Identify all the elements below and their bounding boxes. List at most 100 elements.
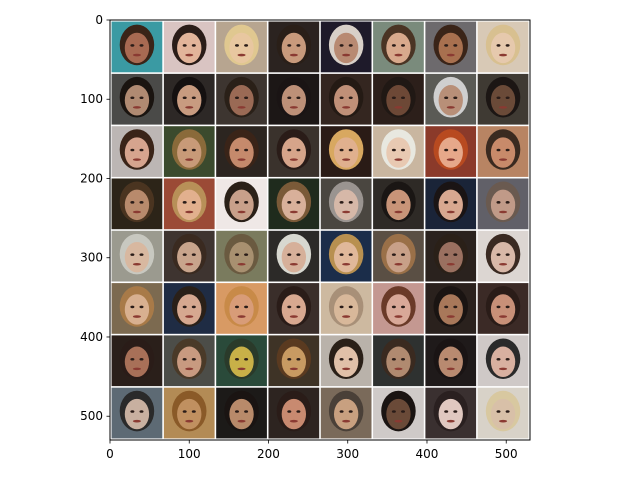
tile-eye-right [139,410,144,413]
grid-tile [163,21,215,73]
tile-eye-right [505,148,510,152]
tile-face [386,85,411,116]
tile-face [124,241,150,273]
grid-tile [111,21,163,73]
tile-face [490,294,516,325]
tile-eye-right [244,305,249,309]
tile-eye-left [391,201,396,204]
tile-mouth [185,367,194,371]
tile-eye-left [130,44,135,47]
tile-mouth [185,419,194,423]
tile-face [229,32,254,64]
tile-eye-right [505,357,510,361]
tile-face [281,189,307,221]
grid-tile [216,21,267,73]
grid-tile [320,335,372,387]
tile-mouth [289,419,298,423]
grid-tile [477,178,529,230]
tile-eye-right [348,148,353,152]
tile-face [177,294,202,325]
tile-eye-right [505,201,510,204]
tile-mouth [132,106,142,109]
tile-eye-right [139,148,144,152]
tile-mouth [185,315,194,318]
tile-face [124,398,150,430]
grid-tile [216,178,267,230]
tile-eye-right [296,305,301,309]
tile-eye-left [182,305,187,309]
tile-mouth [342,315,351,318]
tile-eye-left [182,253,187,256]
grid-tile [425,335,477,387]
tile-eye-left [391,44,396,47]
tile-face [490,137,516,168]
tile-face [490,85,516,116]
tile-eye-right [453,44,458,47]
tile-face [333,189,359,221]
grid-tile [373,335,424,387]
tile-mouth [446,158,455,161]
tile-mouth [185,262,194,266]
tile-mouth [394,106,403,109]
tile-mouth [289,315,298,318]
tile-eye-right [191,96,196,99]
tile-face [386,346,411,377]
tile-eye-right [348,253,353,256]
grid-tile [320,126,372,177]
tile-eye-right [505,44,510,47]
tile-mouth [185,106,194,109]
grid-tile [163,335,215,387]
tile-eye-right [244,201,249,204]
tile-eye-right [139,253,144,256]
axes: 0 100 200 300 400 500 0 100 200 300 400 500 [80,13,531,461]
grid-tile [268,335,320,387]
tile-face [177,85,202,116]
tile-eye-right [400,96,406,99]
tile-face [490,189,516,221]
tile-eye-left [339,148,344,152]
tile-mouth [342,106,351,109]
tile-eye-left [391,253,396,256]
y-tick-label: 400 [80,330,103,344]
grid-tile [373,387,424,439]
tile-face [490,241,516,273]
tile-mouth [498,53,508,57]
tile-mouth [498,106,508,109]
tile-eye-left [339,44,344,47]
tile-eye-right [296,201,301,204]
tile-face [177,189,202,221]
tile-eye-left [339,410,344,413]
x-tick-label: 500 [495,447,518,461]
tile-eye-right [139,201,144,204]
tile-mouth [394,53,403,57]
tile-face [281,398,307,430]
tile-eye-left [130,148,135,152]
tile-face [490,32,516,64]
grid-tile [216,283,267,334]
y-tick-label: 300 [80,251,103,265]
tile-eye-left [287,305,292,309]
tile-mouth [498,210,508,214]
tile-eye-left [444,96,449,99]
tile-face [333,294,359,325]
tile-mouth [289,210,298,214]
tile-eye-right [400,357,406,361]
grid-tile [373,126,424,177]
grid-tile [425,73,477,125]
tile-mouth [132,210,142,214]
tile-face [281,85,307,116]
tile-mouth [394,262,403,266]
grid-tile [425,387,477,439]
tile-mouth [237,210,246,214]
tile-eye-left [444,253,449,256]
tile-eye-left [234,410,240,413]
tile-mouth [237,158,246,161]
grid-tile [111,73,163,125]
tile-eye-right [453,148,458,152]
tile-mouth [446,419,455,423]
tile-mouth [132,419,142,423]
grid-tile [477,335,529,387]
tile-eye-right [296,253,301,256]
tile-mouth [185,158,194,161]
tile-face [490,398,516,430]
